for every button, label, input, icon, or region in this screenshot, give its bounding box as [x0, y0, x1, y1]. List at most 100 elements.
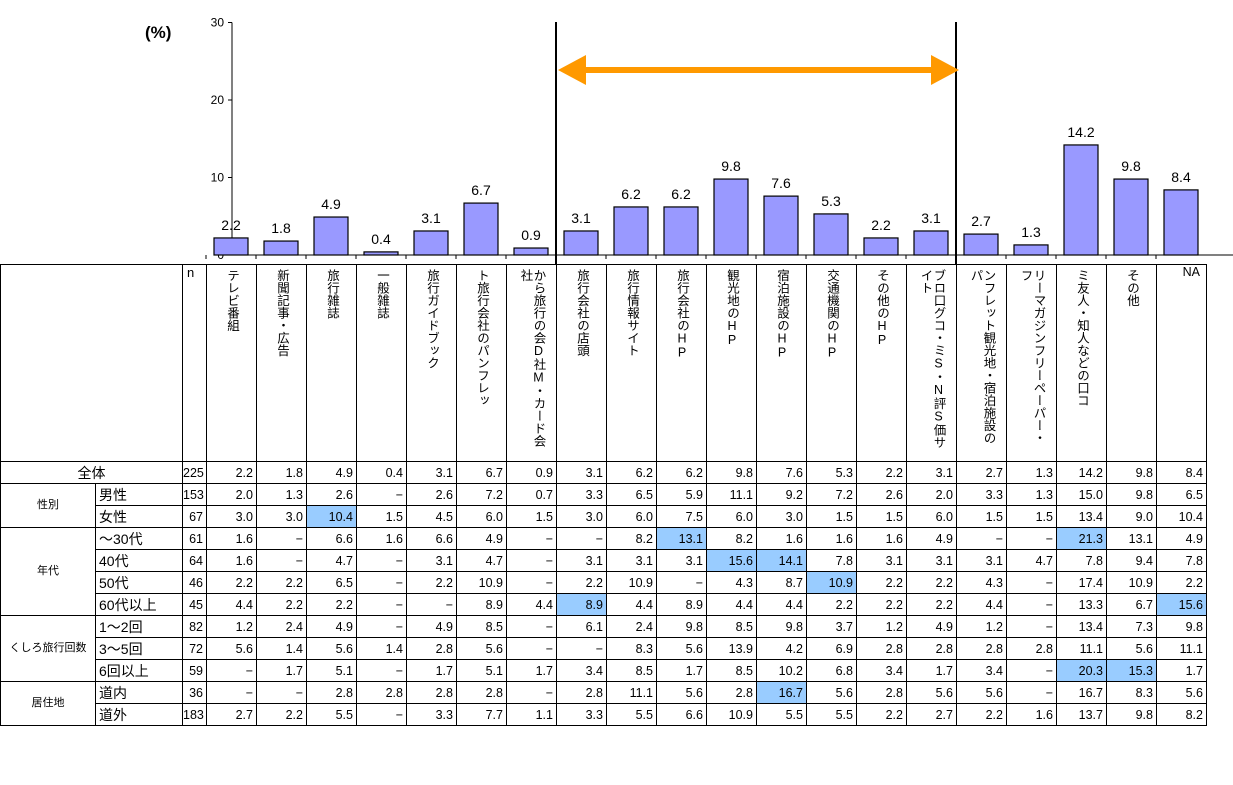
row-label: 1〜2回: [95, 615, 183, 638]
value-cell: −: [506, 615, 557, 638]
value-cell: 17.4: [1056, 571, 1107, 594]
value-cell: 10.9: [456, 571, 507, 594]
value-cell: 7.7: [456, 703, 507, 726]
bar-value-label: 9.8: [1121, 158, 1141, 174]
column-header: 旅行会社のHP: [656, 264, 707, 462]
value-cell: 2.8: [306, 681, 357, 704]
column-header-label: 一般雑誌: [375, 269, 389, 319]
highlighted-value-cell: 21.3: [1056, 527, 1107, 550]
value-cell: 1.7: [506, 659, 557, 682]
bar: [363, 251, 399, 256]
value-cell: 1.6: [206, 527, 257, 550]
value-cell: 5.6: [1156, 681, 1207, 704]
group-label: くしろ旅行回数: [0, 615, 96, 682]
value-cell: 1.3: [256, 483, 307, 506]
value-cell: 6.6: [306, 527, 357, 550]
value-cell: 1.5: [506, 505, 557, 528]
value-cell: 5.6: [656, 681, 707, 704]
value-cell: −: [506, 637, 557, 660]
value-cell: −: [256, 527, 307, 550]
column-header: 新聞記事・広告: [256, 264, 307, 462]
value-cell: 1.7: [906, 659, 957, 682]
value-cell: 3.1: [906, 461, 957, 484]
value-cell: 3.4: [556, 659, 607, 682]
row-label: 50代: [95, 571, 183, 594]
value-cell: 3.1: [406, 549, 457, 572]
value-cell: 2.2: [906, 571, 957, 594]
value-cell: 1.7: [256, 659, 307, 682]
value-cell: 4.7: [306, 549, 357, 572]
value-cell: 8.5: [456, 615, 507, 638]
value-cell: 2.8: [856, 681, 907, 704]
table-row: 60代以上 45 4.4 2.2 2.2− −8.9 4.4 8.9 4.4 8.9 4.4 4.4 2…: [1, 593, 1207, 616]
table-row: 50代 46 2.2 2.2 6.5−2.2 10.9−2.2 10.9−4.3 8.7 10.…: [1, 571, 1207, 594]
bar-value-label: 9.8: [721, 158, 741, 174]
column-header: 旅行情報サイト: [606, 264, 657, 462]
column-header-label: ブロ口グコ・ミS・N評S価サイト: [918, 269, 946, 449]
y-tick-label: 20: [211, 93, 225, 107]
column-header: テレビ番組: [206, 264, 257, 462]
value-cell: 13.7: [1056, 703, 1107, 726]
value-cell: 3.4: [956, 659, 1007, 682]
value-cell: 2.2: [856, 571, 907, 594]
row-label: 道内: [95, 681, 183, 704]
value-cell: −: [356, 571, 407, 594]
value-cell: 6.0: [906, 505, 957, 528]
bar: [663, 206, 699, 256]
value-cell: 6.5: [606, 483, 657, 506]
value-cell: 1.5: [806, 505, 857, 528]
column-header: NA: [1156, 264, 1207, 462]
value-cell: 8.2: [606, 527, 657, 550]
n-cell: 46: [182, 571, 207, 594]
value-cell: 1.6: [206, 549, 257, 572]
value-cell: 2.2: [406, 571, 457, 594]
n-cell: 36: [182, 681, 207, 704]
group-label: 性別: [0, 483, 96, 528]
value-cell: 2.2: [556, 571, 607, 594]
n-header: n: [182, 264, 207, 462]
value-cell: 1.8: [256, 461, 307, 484]
value-cell: 2.8: [406, 637, 457, 660]
value-cell: 2.2: [806, 593, 857, 616]
value-cell: 0.9: [506, 461, 557, 484]
value-cell: 1.5: [1006, 505, 1057, 528]
value-cell: 2.4: [606, 615, 657, 638]
value-cell: 6.0: [456, 505, 507, 528]
bar: [313, 216, 349, 256]
n-cell: 225: [182, 461, 207, 484]
value-cell: 8.2: [706, 527, 757, 550]
bar-value-label: 1.3: [1021, 224, 1041, 240]
value-cell: 5.6: [906, 681, 957, 704]
highlighted-value-cell: 10.9: [806, 571, 857, 594]
value-cell: −: [556, 637, 607, 660]
bar-value-label: 4.9: [321, 196, 341, 212]
column-header: 旅行ガイドブック: [406, 264, 457, 462]
value-cell: 1.7: [656, 659, 707, 682]
value-cell: 3.1: [956, 549, 1007, 572]
value-cell: 15.0: [1056, 483, 1107, 506]
value-cell: −: [506, 527, 557, 550]
value-cell: 8.5: [606, 659, 657, 682]
value-cell: −: [406, 593, 457, 616]
value-cell: 11.1: [606, 681, 657, 704]
value-cell: 5.3: [806, 461, 857, 484]
value-cell: 9.0: [1106, 505, 1157, 528]
value-cell: 6.7: [456, 461, 507, 484]
value-cell: 6.5: [306, 571, 357, 594]
value-cell: 2.8: [356, 681, 407, 704]
bar-value-label: 2.7: [971, 213, 991, 229]
value-cell: 6.0: [706, 505, 757, 528]
value-cell: 6.6: [406, 527, 457, 550]
value-cell: 5.6: [956, 681, 1007, 704]
table-corner-cell: [0, 264, 183, 462]
value-cell: 11.1: [1156, 637, 1207, 660]
value-cell: 7.8: [806, 549, 857, 572]
value-cell: 4.3: [956, 571, 1007, 594]
bar-value-label: 6.2: [621, 186, 641, 202]
bar: [413, 230, 449, 256]
value-cell: 9.4: [1106, 549, 1157, 572]
value-cell: 1.6: [1006, 703, 1057, 726]
value-cell: 4.9: [906, 527, 957, 550]
value-cell: 7.5: [656, 505, 707, 528]
value-cell: 5.9: [656, 483, 707, 506]
